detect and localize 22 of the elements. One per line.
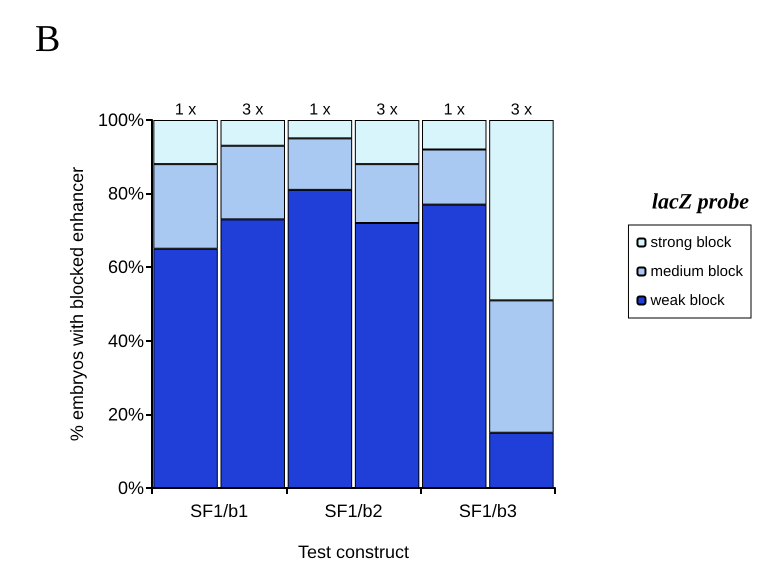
text: SF1/b2 — [324, 501, 383, 521]
y-axis-title: % embryos with blocked enhancer — [67, 166, 88, 442]
y-tick-label: 80% — [108, 184, 144, 204]
legend-label: weak block — [649, 292, 726, 309]
y-tick-label: 20% — [108, 404, 144, 424]
x-tick-label: 1 x — [309, 102, 331, 118]
x-tick-label: 1 x — [444, 102, 465, 118]
text: SF1/b3 — [458, 501, 517, 521]
legend-label: medium block — [650, 263, 744, 280]
y-tick-label: 60% — [108, 257, 144, 278]
x-tick-label: 1 x — [174, 102, 196, 118]
x-tick-label: 3 x — [376, 102, 398, 118]
text: SF1/b1 — [190, 501, 248, 521]
y-tick-label: 40% — [108, 330, 144, 351]
chart-title: B — [35, 18, 60, 60]
legend-title: lacZ probe — [652, 188, 750, 214]
x-tick-label: 3 x — [242, 102, 264, 118]
y-tick-label: 100% — [98, 110, 144, 130]
x-axis-title: Test construct — [298, 542, 410, 562]
legend-label: strong block — [650, 234, 732, 251]
x-tick-label: 3 x — [510, 102, 532, 118]
y-tick-label: 0% — [118, 478, 144, 498]
